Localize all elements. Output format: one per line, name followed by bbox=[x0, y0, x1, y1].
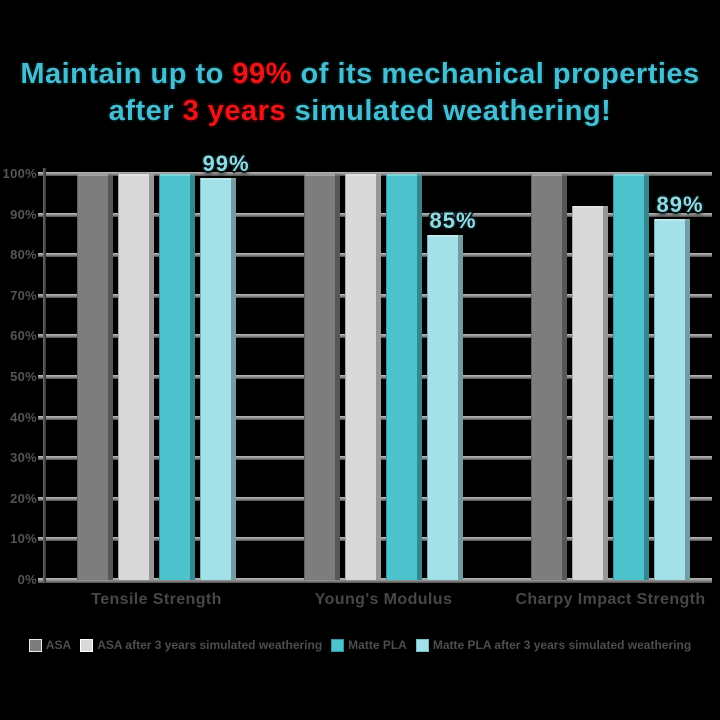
y-axis-tick-label: 70% bbox=[10, 287, 37, 303]
legend-label: Matte PLA bbox=[348, 638, 407, 652]
chart-title: Maintain up to 99% of its mechanical pro… bbox=[0, 56, 720, 130]
y-axis-tick-label: 90% bbox=[10, 206, 37, 222]
y-axis-tick-label: 80% bbox=[10, 247, 37, 263]
y-axis-tick-label: 20% bbox=[10, 490, 37, 506]
legend-label: ASA bbox=[45, 638, 72, 652]
legend-item-asa: ASA bbox=[28, 638, 72, 652]
legend-label: ASA after 3 years simulated weathering bbox=[97, 638, 323, 652]
bar-matte-pla-tensile-strength bbox=[159, 174, 195, 580]
bar-asa-after-3-years-simulated-weathering-young-s-modulus bbox=[345, 174, 381, 580]
x-axis-category-label-charpy-impact-strength: Charpy Impact Strength bbox=[515, 591, 706, 608]
title-text: after bbox=[108, 95, 183, 127]
chart-title-line-1: Maintain up to 99% of its mechanical pro… bbox=[0, 56, 720, 93]
y-axis-tick-label: 0% bbox=[17, 572, 37, 587]
bar-matte-pla-after-3-years-simulated-weathering-charpy-impact-strength bbox=[654, 218, 690, 580]
chart-legend: ASA ASA after 3 years simulated weatherin… bbox=[0, 635, 720, 655]
legend-item-matte-pla: Matte PLA bbox=[331, 638, 407, 652]
bar-value-label-young-s-modulus: 85% bbox=[429, 207, 477, 233]
legend-item-asa-after-3-years-simulated-weathering: ASA after 3 years simulated weathering bbox=[80, 638, 322, 652]
bar-matte-pla-charpy-impact-strength bbox=[613, 174, 649, 580]
chart-title-line-2: after 3 years simulated weathering! bbox=[0, 93, 720, 130]
legend-swatch-icon bbox=[80, 638, 94, 652]
y-axis-tick-label: 30% bbox=[10, 450, 37, 466]
title-text: Maintain up to bbox=[20, 58, 233, 90]
x-axis-category-label-young-s-modulus: Young's Modulus bbox=[314, 591, 453, 608]
bar-value-label-charpy-impact-strength: 89% bbox=[656, 191, 704, 217]
y-axis-tick-label: 50% bbox=[10, 369, 37, 384]
legend-swatch-icon bbox=[415, 638, 429, 652]
gridline-0% bbox=[38, 578, 712, 583]
title-text: simulated weathering! bbox=[286, 95, 612, 127]
title-highlight-3-years: 3 years bbox=[182, 95, 287, 127]
title-text: of its mechanical properties bbox=[291, 58, 700, 90]
legend-label: Matte PLA after 3 years simulated weathe… bbox=[432, 638, 692, 652]
y-axis-tick-label: 100% bbox=[2, 166, 37, 181]
bar-matte-pla-after-3-years-simulated-weathering-young-s-modulus bbox=[427, 234, 463, 580]
bar-asa-tensile-strength bbox=[77, 174, 113, 580]
bar-asa-charpy-impact-strength bbox=[531, 174, 567, 580]
y-axis-line bbox=[43, 168, 46, 583]
bar-matte-pla-after-3-years-simulated-weathering-tensile-strength bbox=[200, 178, 236, 580]
bar-matte-pla-young-s-modulus bbox=[386, 174, 422, 580]
bar-value-label-tensile-strength: 99% bbox=[202, 151, 250, 177]
x-axis-category-label-tensile-strength: Tensile Strength bbox=[91, 591, 222, 608]
y-axis-tick-label: 40% bbox=[10, 409, 37, 425]
y-axis-tick-label: 60% bbox=[10, 328, 37, 344]
y-axis-tick-label: 10% bbox=[10, 531, 37, 547]
legend-item-matte-pla-after-3-years-simulated-weathering: Matte PLA after 3 years simulated weathe… bbox=[415, 638, 692, 652]
bar-asa-after-3-years-simulated-weathering-charpy-impact-strength bbox=[572, 206, 608, 580]
legend-swatch-icon bbox=[331, 638, 345, 652]
bar-asa-young-s-modulus bbox=[304, 174, 340, 580]
bar-asa-after-3-years-simulated-weathering-tensile-strength bbox=[118, 174, 154, 580]
title-highlight-99: 99% bbox=[232, 58, 292, 90]
legend-swatch-icon bbox=[28, 638, 42, 652]
